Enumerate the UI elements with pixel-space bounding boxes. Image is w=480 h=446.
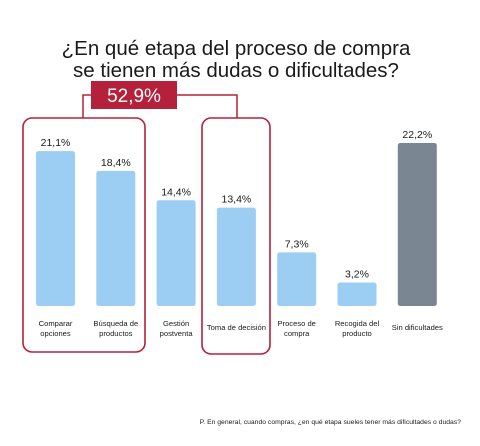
bar-7 xyxy=(397,143,437,306)
value-label-7: 22,2% xyxy=(402,129,432,141)
category-label-5: Proceso de compra xyxy=(277,319,315,338)
category-label-2: Búsqueda de productos xyxy=(93,319,138,338)
category-label-1: Comparar opciones xyxy=(39,319,73,338)
value-label-1: 21,1% xyxy=(41,137,71,149)
highlight-total-value: 52,9% xyxy=(107,86,161,107)
bars xyxy=(36,143,437,306)
bar-2 xyxy=(96,170,136,306)
value-label-3: 14,4% xyxy=(161,186,191,198)
category-label-4: Toma de decisión xyxy=(207,323,266,332)
value-labels: 21,1% 18,4% 14,4% 13,4% 7,3% 3,2% 22,2% xyxy=(41,129,433,281)
chart-title: ¿En qué etapa del proceso de compra se t… xyxy=(62,37,411,82)
highlight-group: 52,9% xyxy=(22,81,271,355)
bar-5 xyxy=(277,252,317,306)
value-label-5: 7,3% xyxy=(285,238,309,250)
value-label-6: 3,2% xyxy=(345,269,369,281)
bar-3 xyxy=(156,200,196,306)
bar-1 xyxy=(36,151,75,306)
bar-4 xyxy=(216,207,256,306)
chart-title-line-2: se tienen más dudas o dificultades? xyxy=(73,59,399,82)
category-label-3: Gestión postventa xyxy=(160,319,194,338)
footnote: P. En general, cuando compras, ¿en qué e… xyxy=(200,419,462,426)
highlight-total-badge xyxy=(91,81,177,109)
highlight-box-right xyxy=(201,117,271,355)
value-label-2: 18,4% xyxy=(101,157,131,169)
category-label-6: Recogida del producto xyxy=(335,319,380,338)
category-labels: Comparar opciones Búsqueda de productos Gest… xyxy=(39,319,443,338)
bar-6 xyxy=(337,282,377,306)
category-label-7: Sin dificultades xyxy=(392,323,443,332)
value-label-4: 13,4% xyxy=(222,194,252,206)
chart-title-line-1: ¿En qué etapa del proceso de compra xyxy=(62,37,411,60)
highlight-box-left xyxy=(22,117,146,353)
